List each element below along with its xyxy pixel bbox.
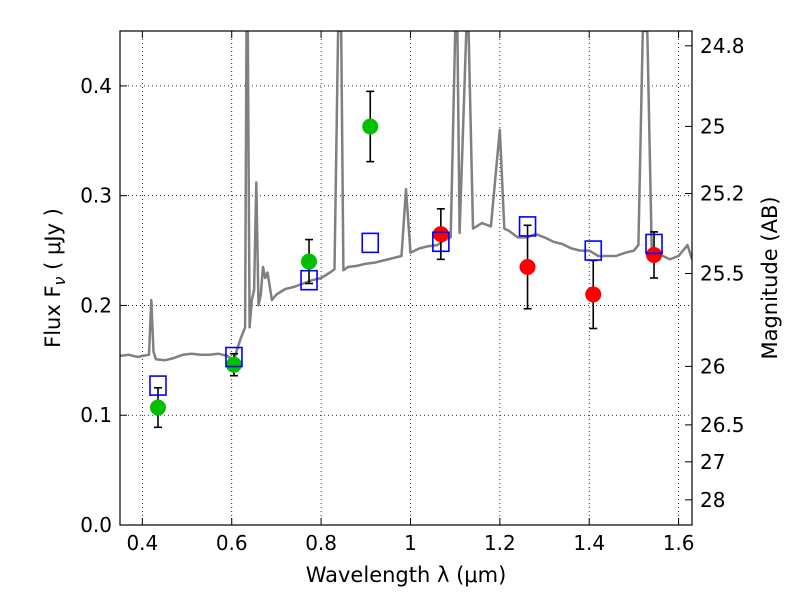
y2-tick-label: 26 [700,354,725,378]
model-flux-square [300,269,318,291]
y2-tick-label: 25.5 [700,261,745,285]
photometry-point [149,399,166,416]
x-tick-label: 0.4 [126,531,158,555]
photometry-point [362,118,379,135]
model-flux-square [149,375,167,396]
y-tick-label: 0.0 [80,513,112,537]
data-marks [120,31,692,429]
x-axis-label: Wavelength λ (μm) [306,563,507,587]
plot-frame [119,30,693,526]
y-tick-label: 0.3 [80,184,112,208]
model-flux-square [225,346,243,368]
model-flux-square [645,233,663,255]
model-flux-square [518,216,537,237]
photometry-point [432,226,449,243]
photometry-point [585,286,602,303]
y-tick-label: 0.2 [80,293,112,317]
photometry-point [225,356,242,373]
x-tick-label: 0.8 [305,531,337,555]
photometry-point [301,253,318,270]
x-tick-label: 1.4 [573,531,605,555]
spectrum-line [120,31,692,362]
y2-tick-label: 24.8 [700,34,745,58]
y2-tick-label: 28 [700,488,725,512]
y-axis-label: Flux Fν ( μJy ) [41,208,69,348]
x-tick-label: 1.2 [484,531,516,555]
y-tick-label: 0.4 [80,74,112,98]
model-flux-square [432,231,450,253]
photometry-point [519,259,536,276]
photometry-point [646,246,663,263]
y2-tick-label: 26.5 [700,413,745,437]
y2-tick-label: 25 [700,114,725,138]
x-tick-label: 1.6 [663,531,695,555]
y-axis-label-unit: ( μJy ) [41,208,65,276]
grid-lines [120,31,692,526]
x-tick-label: 0.6 [216,531,248,555]
y-tick-label: 0.1 [80,403,112,427]
y-axis-label-main: Flux F [41,285,65,347]
y2-axis-label: Magnitude (AB) [758,196,782,359]
axis-ticks [120,31,692,526]
y2-tick-label: 27 [700,450,725,474]
tick-labels: 0.4 0.6 0.8 1 1.2 1.4 1.6 0.0 0.1 0.2 0.3 0.4 24.8 25… [80,34,744,555]
model-flux-square [361,232,380,254]
y-axis-label-sub: ν [50,276,69,285]
x-tick-label: 1 [404,531,417,555]
model-flux-square [584,240,603,261]
y2-tick-label: 25.2 [700,181,745,205]
